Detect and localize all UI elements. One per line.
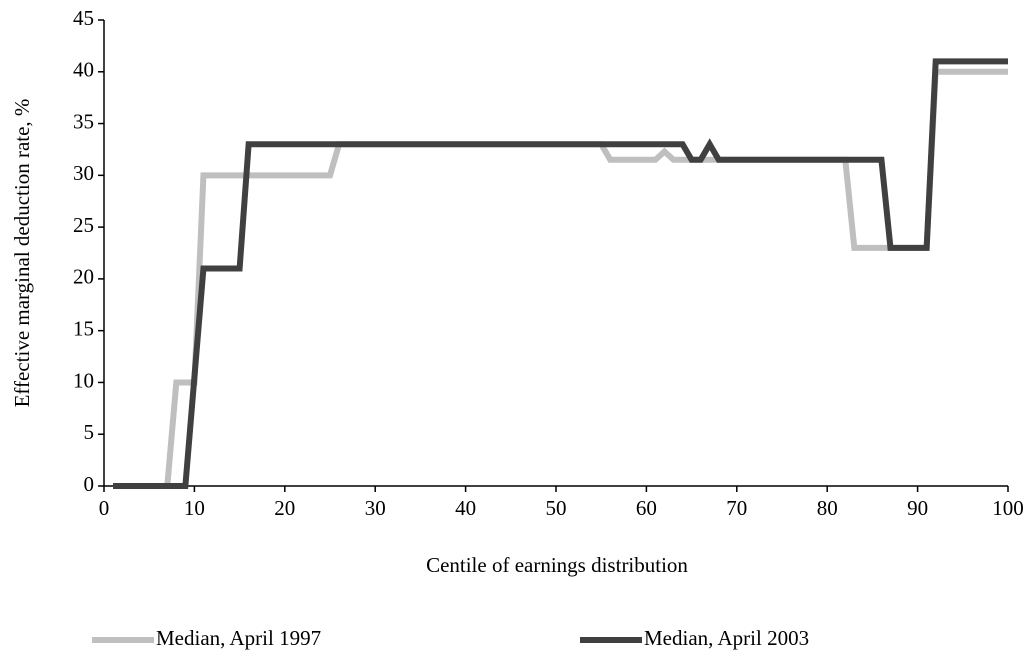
y-tick-label: 25: [73, 213, 94, 237]
y-tick-label: 45: [73, 6, 94, 30]
x-tick-label: 90: [907, 496, 928, 520]
y-tick-label: 10: [73, 368, 94, 392]
x-axis-label: Centile of earnings distribution: [426, 553, 688, 577]
y-tick-label: 15: [73, 316, 94, 340]
x-tick-label: 60: [636, 496, 657, 520]
legend-label: Median, April 1997: [156, 626, 321, 650]
x-tick-label: 10: [184, 496, 205, 520]
y-tick-label: 20: [73, 265, 94, 289]
legend-label: Median, April 2003: [644, 626, 809, 650]
y-tick-label: 5: [84, 420, 95, 444]
y-tick-label: 40: [73, 58, 94, 82]
x-tick-label: 80: [817, 496, 838, 520]
x-tick-label: 70: [726, 496, 747, 520]
y-tick-label: 0: [84, 472, 95, 496]
y-tick-label: 30: [73, 161, 94, 185]
series-line: [113, 58, 1008, 489]
x-tick-label: 100: [992, 496, 1024, 520]
x-tick-label: 0: [99, 496, 110, 520]
x-tick-label: 30: [365, 496, 386, 520]
y-axis-label: Effective marginal deduction rate, %: [10, 99, 34, 408]
x-tick-label: 40: [455, 496, 476, 520]
y-tick-label: 35: [73, 109, 94, 133]
series-line: [113, 68, 1008, 489]
x-tick-label: 50: [546, 496, 567, 520]
x-tick-label: 20: [274, 496, 295, 520]
